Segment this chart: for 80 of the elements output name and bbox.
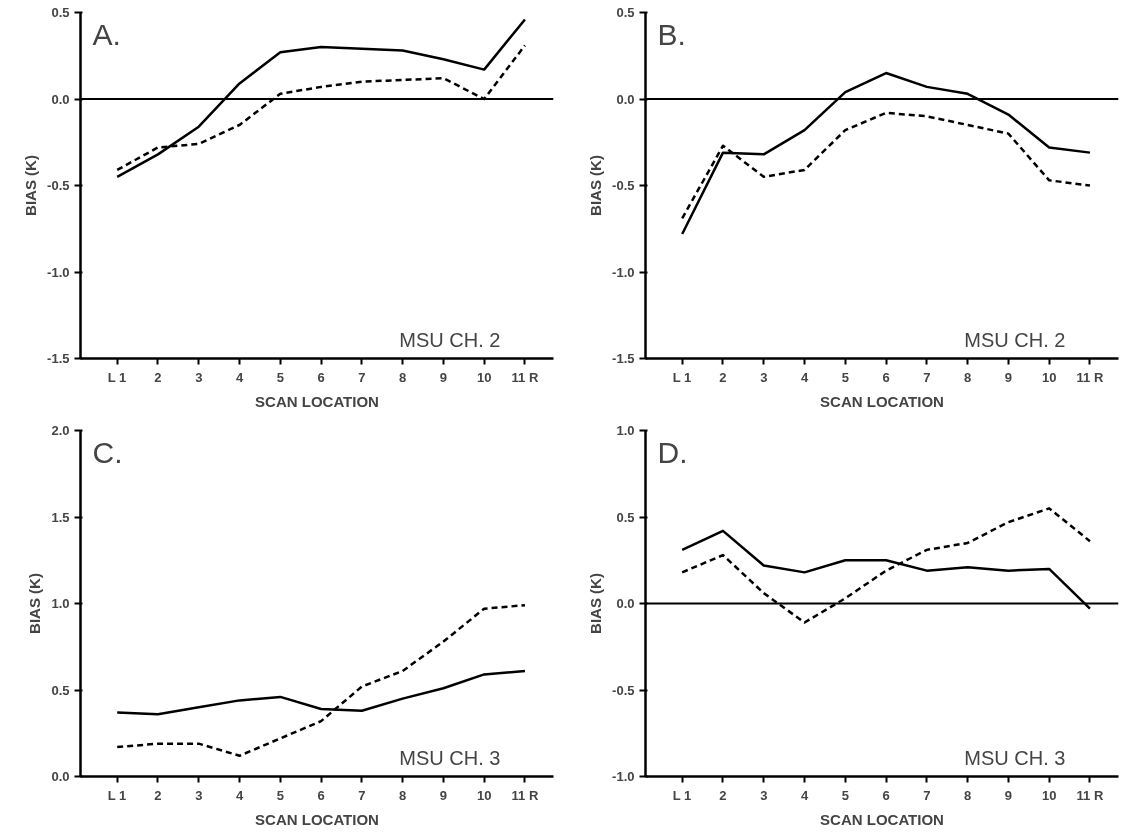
x-tick-label: 3: [195, 369, 203, 385]
x-tick-label: 9: [1004, 787, 1013, 803]
x-tick-label: 6: [317, 787, 325, 803]
y-tick-label: -1.0: [612, 769, 635, 784]
x-tick-label: 2: [154, 369, 162, 385]
x-tick-label: L 1: [672, 787, 692, 803]
y-tick-label: -0.5: [612, 178, 635, 193]
x-tick-label: 8: [399, 369, 407, 385]
y-axis-title: BIAS (K): [587, 155, 605, 216]
x-tick-label: 3: [760, 787, 768, 803]
x-tick-label: 5: [276, 369, 284, 385]
y-tick-label: 2.0: [51, 423, 70, 438]
x-tick-label: 9: [1004, 369, 1013, 385]
x-tick-label: 8: [964, 787, 972, 803]
y-axis-title: BIAS (K): [26, 573, 44, 634]
x-tick-label: 2: [719, 787, 727, 803]
y-tick-label: -1.5: [612, 351, 635, 366]
y-tick-label: -1.0: [612, 264, 635, 280]
y-tick-label: 0.0: [51, 91, 70, 107]
x-tick-label: 10: [476, 787, 492, 803]
y-tick-label: 1.0: [616, 423, 635, 438]
y-axis-title: BIAS (K): [22, 155, 40, 216]
x-tick-label: L 1: [672, 369, 692, 385]
annotation: MSU CH. 2: [964, 328, 1066, 351]
x-tick-label: L 1: [107, 369, 127, 385]
y-tick-label: -0.5: [47, 178, 70, 193]
annotation: MSU CH. 2: [399, 328, 501, 351]
x-tick-label: 4: [235, 369, 244, 385]
x-tick-label: 8: [399, 787, 407, 803]
x-tick-label: 7: [358, 369, 366, 385]
y-tick-label: 0.5: [616, 509, 635, 525]
y-tick-label: -1.0: [47, 264, 70, 280]
annotation: MSU CH. 3: [964, 746, 1066, 769]
y-tick-label: -0.5: [612, 682, 635, 698]
y-tick-label: -1.5: [47, 351, 70, 366]
x-tick-label: 6: [317, 369, 325, 385]
x-tick-label: 7: [358, 787, 366, 803]
chart-title: C.: [92, 435, 123, 469]
annotation: MSU CH. 3: [399, 746, 501, 769]
x-tick-label: 3: [760, 369, 768, 385]
x-tick-label: 7: [923, 369, 931, 385]
x-tick-label: 10: [476, 369, 492, 385]
x-tick-label: 5: [841, 369, 849, 385]
x-tick-label: 2: [719, 369, 727, 385]
x-tick-label: 7: [923, 787, 931, 803]
x-tick-label: 4: [800, 369, 809, 385]
x-tick-label: 11 R: [1076, 787, 1104, 803]
y-tick-label: 1.0: [51, 596, 70, 611]
y-tick-label: 0.0: [51, 769, 70, 784]
x-tick-label: 11 R: [511, 787, 539, 803]
y-tick-label: 0.5: [616, 5, 635, 20]
chart-title: D.: [657, 435, 688, 469]
y-tick-label: 0.5: [51, 5, 70, 20]
chart-title: A.: [92, 17, 121, 51]
x-tick-label: 10: [1041, 787, 1057, 803]
y-axis-title: BIAS (K): [587, 573, 605, 634]
x-tick-label: L 1: [107, 787, 127, 803]
x-tick-label: 9: [439, 369, 448, 385]
chart-title: B.: [657, 17, 686, 51]
x-axis-title: SCAN LOCATION: [255, 392, 379, 410]
x-tick-label: 5: [276, 787, 284, 803]
y-tick-label: 0.0: [616, 596, 635, 611]
x-tick-label: 4: [235, 787, 244, 803]
y-tick-label: 1.5: [51, 509, 70, 525]
x-axis-title: SCAN LOCATION: [820, 810, 944, 828]
x-tick-label: 10: [1041, 369, 1057, 385]
x-axis-title: SCAN LOCATION: [255, 810, 379, 828]
x-tick-label: 6: [882, 369, 890, 385]
x-tick-label: 2: [154, 787, 162, 803]
x-tick-label: 4: [800, 787, 809, 803]
x-tick-label: 3: [195, 787, 203, 803]
x-tick-label: 11 R: [511, 369, 539, 385]
x-tick-label: 9: [439, 787, 448, 803]
y-tick-label: 0.0: [616, 91, 635, 107]
y-tick-label: 0.5: [51, 682, 70, 698]
x-tick-label: 6: [882, 787, 890, 803]
x-tick-label: 5: [841, 787, 849, 803]
x-tick-label: 11 R: [1076, 369, 1104, 385]
x-tick-label: 8: [964, 369, 972, 385]
x-axis-title: SCAN LOCATION: [820, 392, 944, 410]
